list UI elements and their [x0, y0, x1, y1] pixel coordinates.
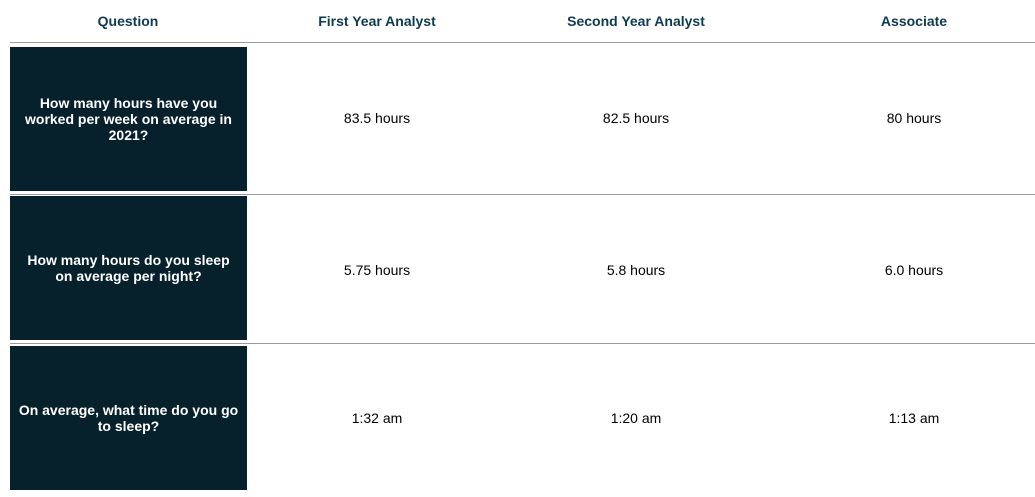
header-question: Question: [97, 13, 159, 29]
question-cell: How many hours have you worked per week …: [10, 47, 247, 191]
header-associate: Associate: [880, 13, 948, 29]
value-cell: 5.8 hours: [606, 262, 666, 278]
value-cell: 1:13 am: [888, 410, 940, 426]
value-cell: 83.5 hours: [343, 110, 411, 126]
value-cell: 1:20 am: [610, 410, 662, 426]
value-cell: 80 hours: [886, 110, 942, 126]
header-second-year-analyst: Second Year Analyst: [567, 13, 705, 29]
value-cell: 1:32 am: [351, 410, 403, 426]
divider: [10, 343, 1035, 344]
question-cell: On average, what time do you go to sleep…: [10, 346, 247, 490]
divider: [10, 194, 1035, 195]
value-cell: 82.5 hours: [602, 110, 670, 126]
value-cell: 5.75 hours: [343, 262, 411, 278]
question-cell: How many hours do you sleep on average p…: [10, 196, 247, 340]
value-cell: 6.0 hours: [884, 262, 944, 278]
divider: [10, 42, 1035, 43]
header-first-year-analyst: First Year Analyst: [318, 13, 436, 29]
